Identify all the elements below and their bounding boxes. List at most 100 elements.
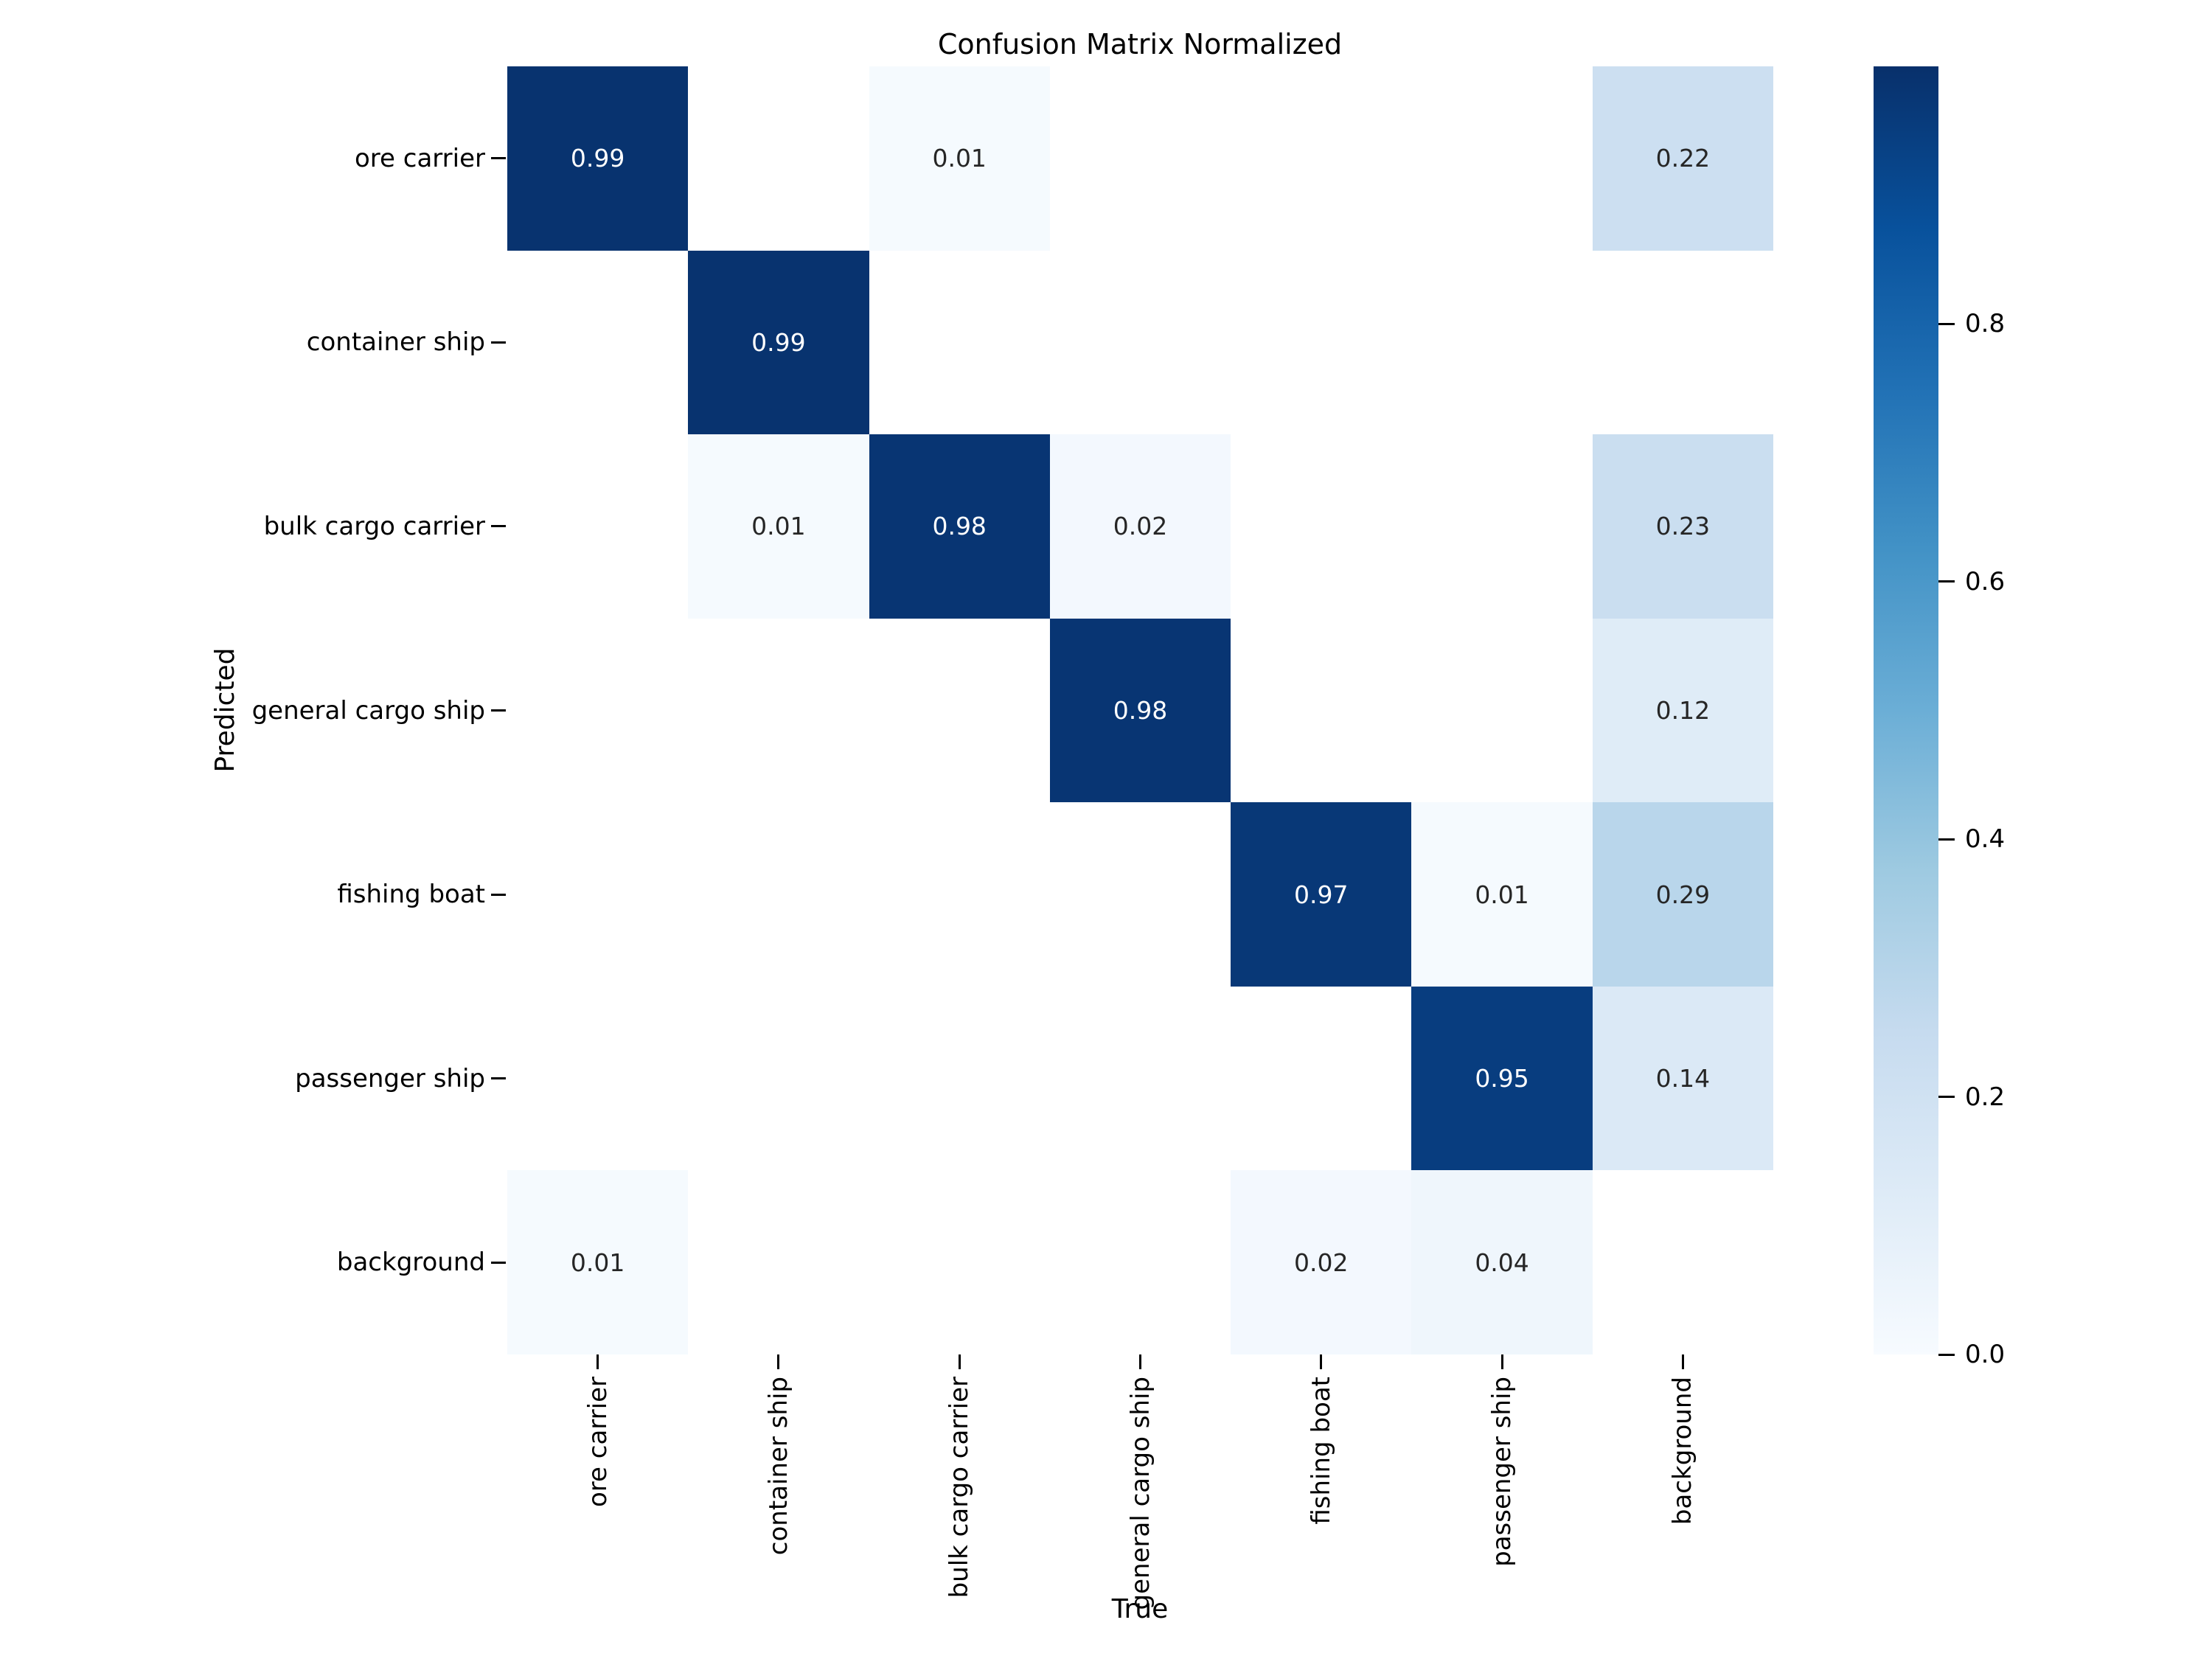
heatmap-cell [507,802,689,987]
cell-annotation: 0.99 [751,327,806,357]
x-tick-mark [1139,1354,1141,1369]
heatmap-cell [869,986,1050,1171]
x-tick-mark [777,1354,780,1369]
cell-annotation: 0.22 [1655,144,1711,173]
colorbar-tick-label: 0.2 [1965,1082,2006,1112]
cell-annotation: 0.98 [1113,695,1168,725]
heatmap-cell: 0.02 [1231,1170,1412,1354]
y-tick-mark [491,1077,506,1080]
cell-annotation: 0.04 [1475,1248,1529,1277]
heatmap-cell [1231,618,1412,803]
cell-annotation: 0.29 [1655,880,1711,909]
colorbar-tick-mark [1938,580,1955,583]
heatmap-cell: 0.01 [688,434,869,619]
heatmap-cell [507,434,689,619]
y-tick-label: fishing boat [337,880,485,910]
heatmap-cell [869,250,1050,435]
heatmap-cell [688,66,869,251]
heatmap-cell: 0.12 [1592,618,1773,803]
heatmap-cell: 0.98 [1049,618,1231,803]
colorbar-tick-label: 0.8 [1965,309,2006,339]
heatmap-cell [688,1170,869,1354]
heatmap-cell: 0.14 [1592,986,1773,1171]
cell-annotation: 0.95 [1475,1064,1529,1093]
heatmap-cell [1592,1170,1773,1354]
y-tick-mark [491,525,506,528]
heatmap-cell [507,618,689,803]
heatmap-cell [1411,250,1593,435]
heatmap-cell: 0.04 [1411,1170,1593,1354]
heatmap-cell: 0.22 [1592,66,1773,251]
heatmap-cell: 0.01 [507,1170,689,1354]
cell-annotation: 0.01 [932,144,987,173]
y-tick-label: bulk cargo carrier [263,511,485,541]
cell-annotation: 0.99 [570,144,625,173]
heatmap-cell [869,802,1050,987]
heatmap-cell: 0.01 [869,66,1050,251]
x-tick-label: general cargo ship [1125,1377,1155,1610]
heatmap-cell [1231,434,1412,619]
colorbar-tick-label: 0.0 [1965,1340,2006,1369]
colorbar-tick-mark [1938,1096,1955,1099]
chart-title: Confusion Matrix Normalized [937,28,1343,60]
heatmap-cell: 0.23 [1592,434,1773,619]
heatmap-cell: 0.02 [1049,434,1231,619]
cell-annotation: 0.01 [751,512,806,541]
heatmap-cell [1049,250,1231,435]
x-tick-label: passenger ship [1487,1377,1517,1567]
heatmap-cell [1231,66,1412,251]
heatmap-cell: 0.29 [1592,802,1773,987]
heatmap-grid: 0.99 0.01 0.22 0.99 0.01 0.98 0.02 0.23 0.98 0.12… [507,66,1773,1354]
x-tick-mark [1320,1354,1323,1369]
y-axis-title: Predicted [210,647,240,773]
heatmap-cell [1411,434,1593,619]
x-tick-label: container ship [763,1377,793,1556]
heatmap-cell [1049,802,1231,987]
x-tick-label: ore carrier [582,1377,613,1507]
heatmap-cell: 0.99 [507,66,689,251]
cell-annotation: 0.23 [1655,512,1711,541]
cell-annotation: 0.98 [932,512,987,541]
colorbar-tick-label: 0.6 [1965,566,2006,597]
y-tick-label: ore carrier [355,143,485,173]
x-tick-mark [597,1354,599,1369]
cell-annotation: 0.01 [1475,880,1529,909]
heatmap-cell [1049,1170,1231,1354]
heatmap-cell [869,1170,1050,1354]
x-tick-label: fishing boat [1306,1377,1336,1525]
y-tick-label: container ship [306,327,485,358]
cell-annotation: 0.02 [1113,512,1168,541]
heatmap-cell [507,986,689,1171]
cell-annotation: 0.12 [1655,695,1711,725]
y-tick-label: background [336,1248,485,1278]
colorbar-tick-mark [1938,322,1955,325]
heatmap-cell [1411,618,1593,803]
cell-annotation: 0.01 [570,1248,625,1277]
y-tick-label: passenger ship [295,1063,485,1093]
x-tick-label: bulk cargo carrier [945,1377,975,1599]
heatmap-cell: 0.98 [869,434,1050,619]
heatmap-cell [507,250,689,435]
y-tick-mark [491,893,506,896]
y-tick-mark [491,341,506,344]
heatmap-cell: 0.95 [1411,986,1593,1171]
heatmap-cell [1592,250,1773,435]
x-tick-mark [1500,1354,1503,1369]
heatmap-cell: 0.97 [1231,802,1412,987]
heatmap-cell [688,618,869,803]
cell-annotation: 0.02 [1294,1248,1349,1277]
colorbar-tick-mark [1938,838,1955,841]
colorbar-tick-label: 0.4 [1965,824,2006,855]
heatmap-cell [688,986,869,1171]
heatmap-cell: 0.01 [1411,802,1593,987]
heatmap-cell [1049,986,1231,1171]
heatmap-cell [1411,66,1593,251]
x-tick-mark [1681,1354,1684,1369]
heatmap-cell [688,802,869,987]
y-tick-label: general cargo ship [251,695,485,726]
cell-annotation: 0.97 [1294,880,1349,909]
colorbar-gradient [1874,66,1938,1354]
colorbar-tick-mark [1938,1353,1955,1356]
heatmap-cell [1049,66,1231,251]
